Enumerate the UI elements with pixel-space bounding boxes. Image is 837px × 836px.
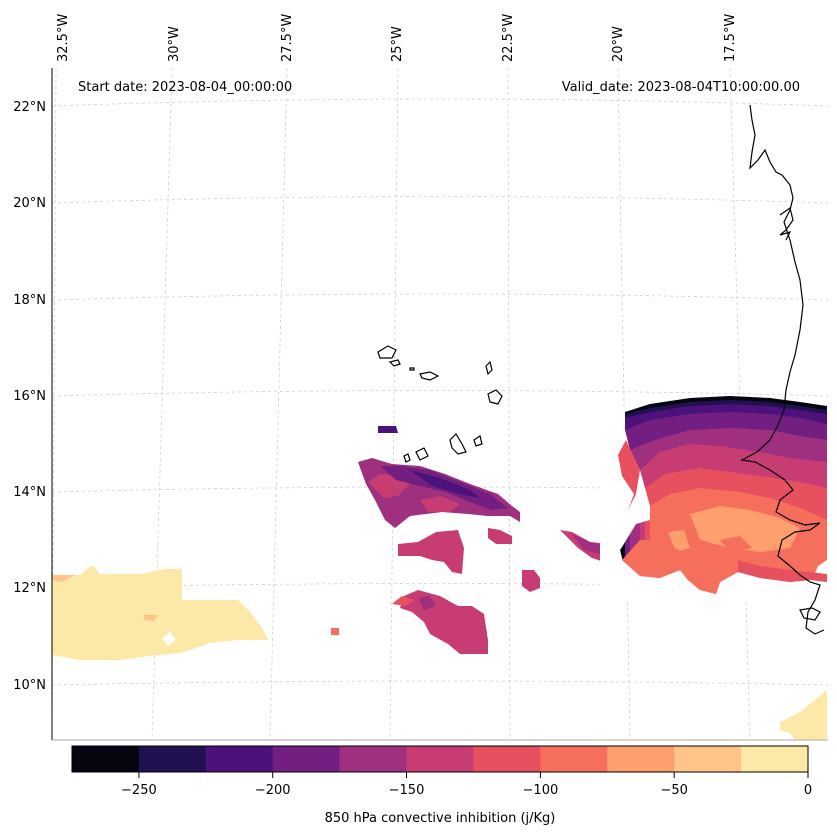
colorbar-tick-label: −50: [660, 783, 687, 798]
colorbar-segment: [473, 746, 541, 772]
colorbar-segment: [674, 746, 742, 772]
coastlines: [377, 104, 825, 635]
colorbar-segment: [540, 746, 608, 772]
colorbar-tick-label: −100: [523, 783, 559, 798]
colorbar-ticks: −250 −200 −150 −100 −50 0: [121, 772, 812, 798]
valid-date-label: Valid_date: 2023-08-04T10:00:00.00: [562, 80, 800, 95]
lon-label: 17.5°W: [723, 14, 738, 62]
lon-label: 30°W: [167, 26, 182, 62]
colorbar-tick-label: −250: [121, 783, 157, 798]
cin-contours: [52, 396, 827, 740]
colorbar-label: 850 hPa convective inhibition (j/Kg): [325, 811, 556, 826]
lat-label: 22°N: [13, 100, 46, 115]
colorbar-segment: [607, 746, 675, 772]
lat-label: 20°N: [13, 196, 46, 211]
colorbar-tick-label: −200: [255, 783, 291, 798]
colorbar-tick-label: 0: [804, 783, 812, 798]
lat-label: 14°N: [13, 485, 46, 500]
colorbar-frame: [71, 745, 809, 773]
colorbar-tick-label: −150: [389, 783, 425, 798]
lon-label: 22.5°W: [501, 14, 516, 62]
colorbar-segment: [72, 746, 140, 772]
lon-label: 25°W: [390, 26, 405, 62]
colorbar-segment: [406, 746, 474, 772]
colorbar: [72, 746, 809, 772]
lat-label: 18°N: [13, 293, 46, 308]
colorbar-segment: [138, 746, 207, 772]
lon-label: 27.5°W: [280, 14, 295, 62]
colorbar-segment: [205, 746, 274, 772]
lon-label: 20°W: [611, 26, 626, 62]
lat-label: 16°N: [13, 389, 46, 404]
longitude-labels: 32.5°W 30°W 27.5°W 25°W 22.5°W 20°W 17.5…: [56, 14, 738, 62]
start-date-label: Start date: 2023-08-04_00:00:00: [78, 80, 292, 95]
lat-label: 10°N: [13, 678, 46, 693]
colorbar-segment: [741, 746, 809, 772]
lat-label: 12°N: [13, 581, 46, 596]
colorbar-segment: [272, 746, 341, 772]
latitude-labels: 22°N 20°N 18°N 16°N 14°N 12°N 10°N: [13, 100, 46, 693]
colorbar-segment: [339, 746, 408, 772]
lon-label: 32.5°W: [56, 14, 71, 62]
